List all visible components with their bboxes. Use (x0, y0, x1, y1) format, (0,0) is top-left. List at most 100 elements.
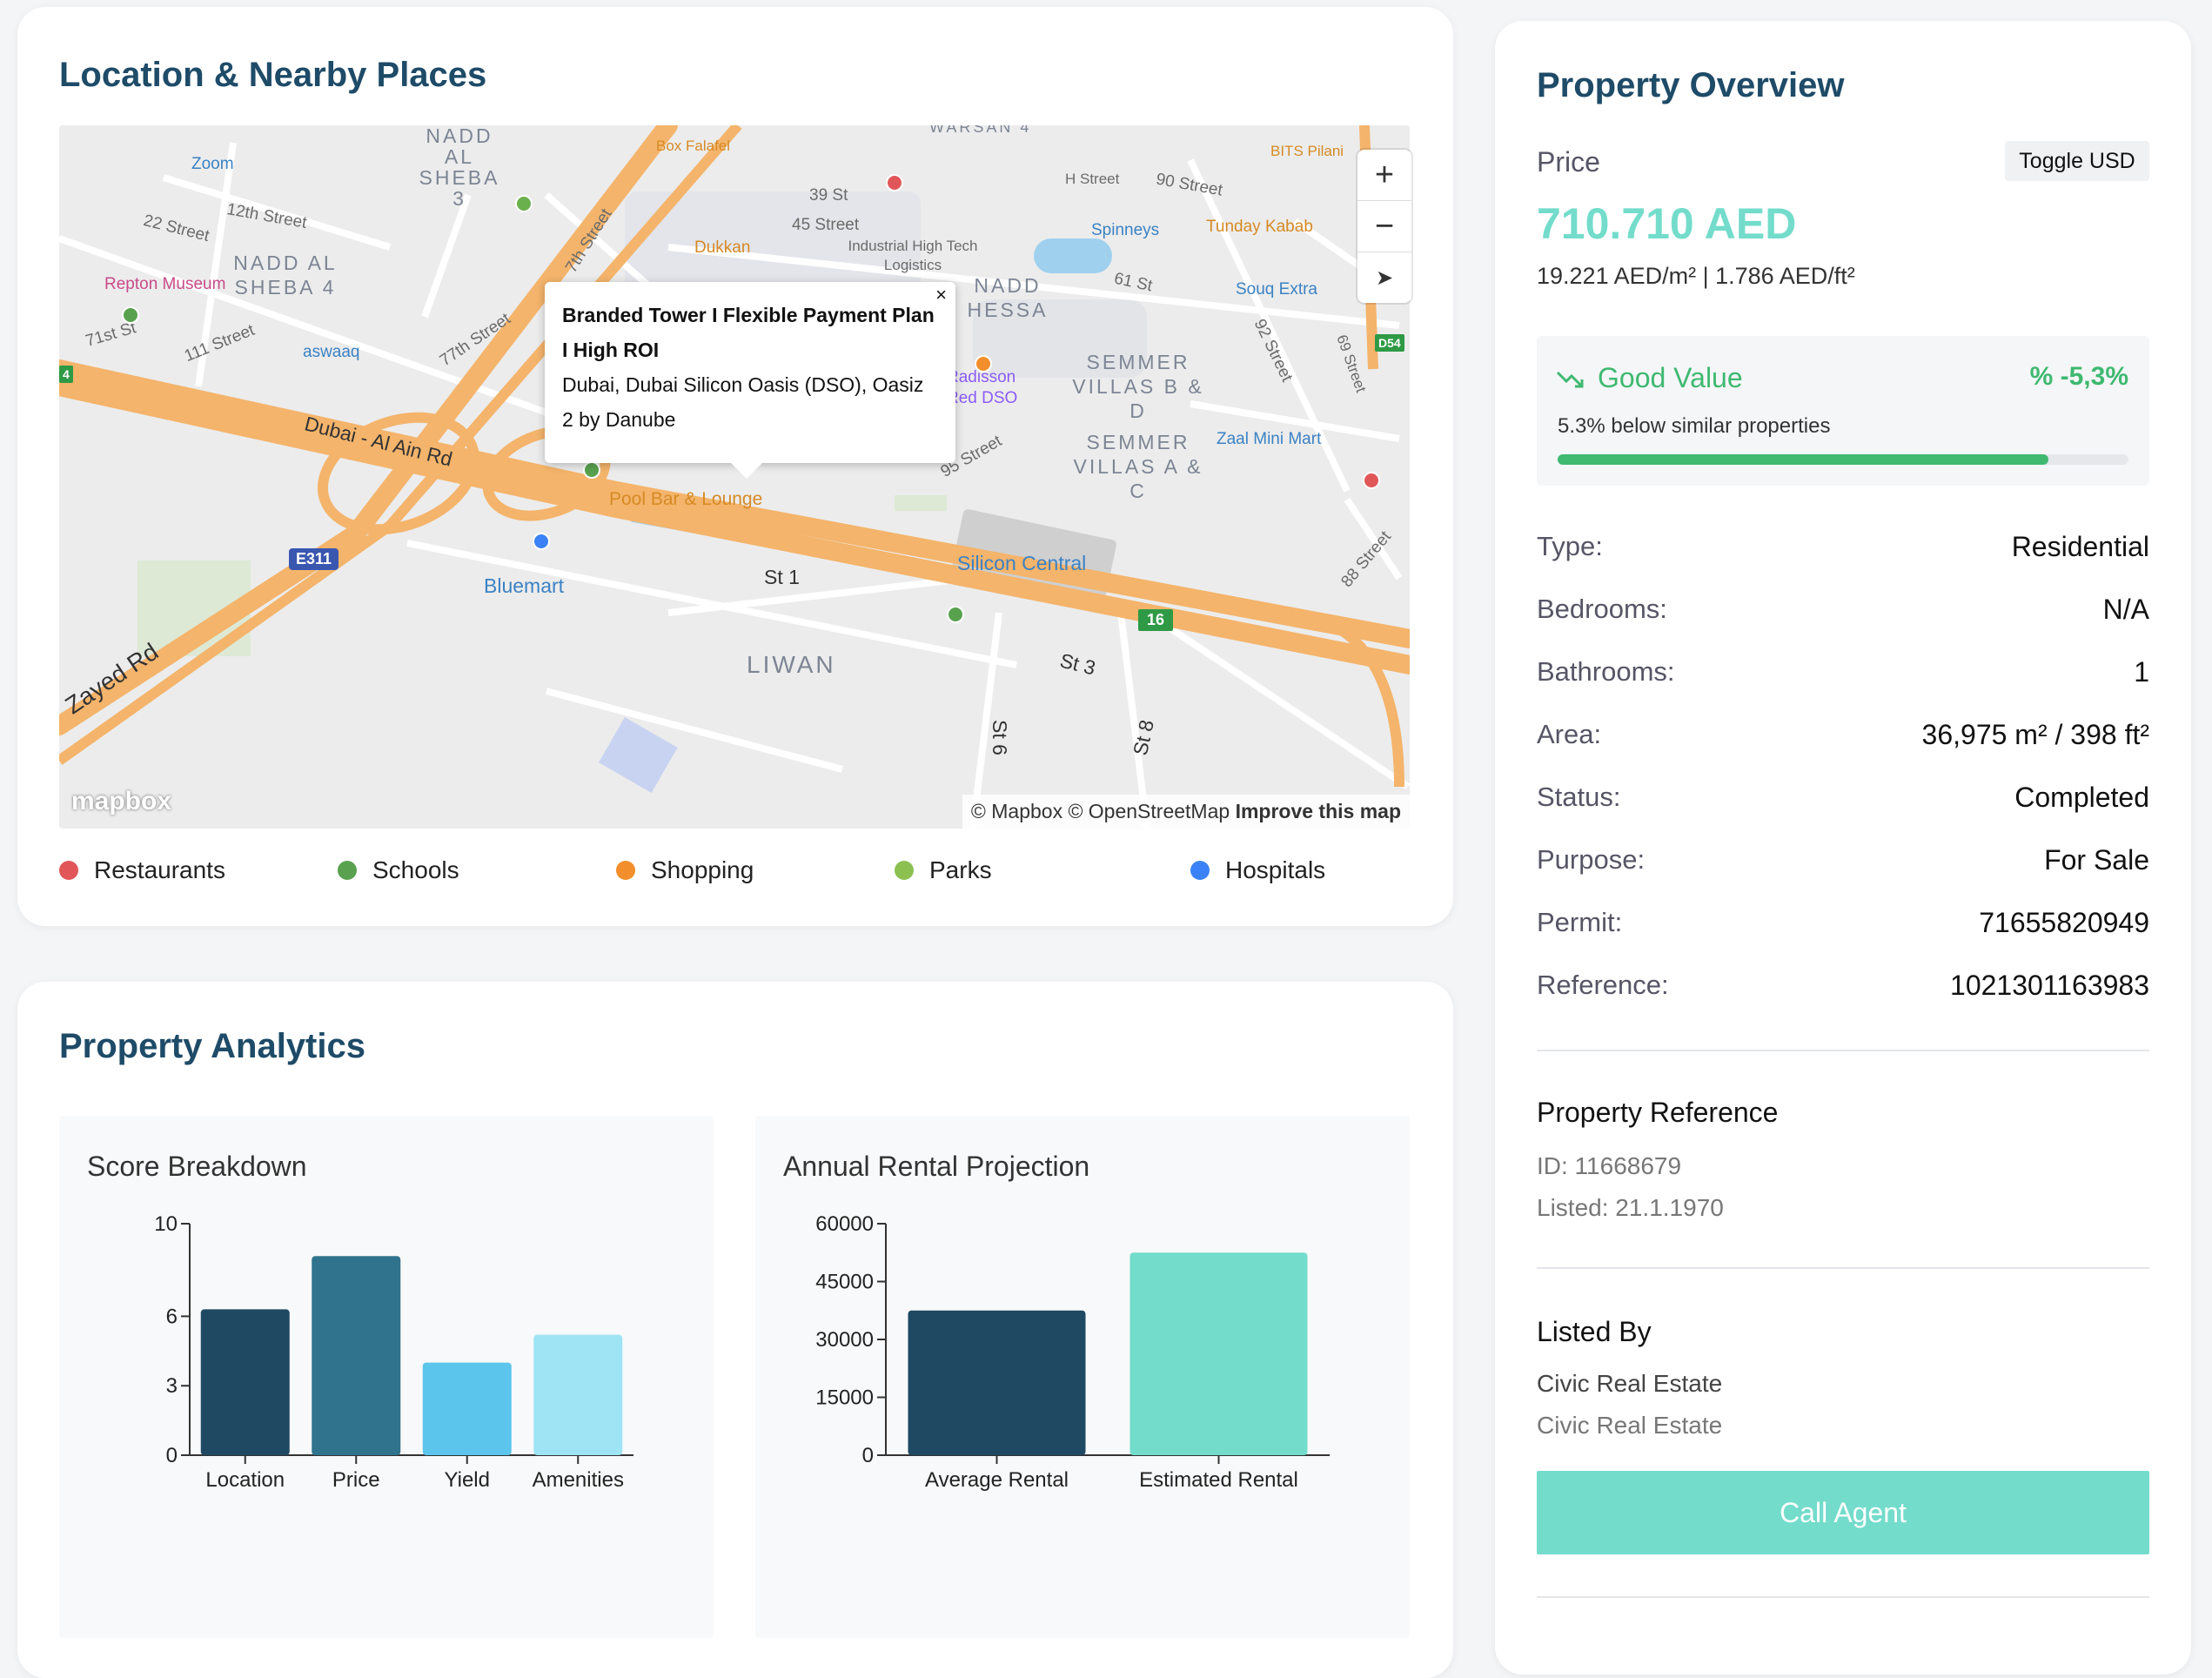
legend-restaurants[interactable]: Restaurants (59, 856, 225, 884)
rental-projection-title: Annual Rental Projection (783, 1151, 1090, 1182)
x-tick-label: Amenities (533, 1468, 624, 1492)
label-semmer-bd: SEMMER VILLAS B & D (1072, 351, 1204, 422)
legend-label: Hospitals (1225, 856, 1326, 883)
marker-shopping[interactable] (975, 355, 992, 373)
listed-by-title: Listed By (1537, 1316, 1652, 1347)
label-semmer-ac: SEMMER VILLAS A & C (1073, 431, 1203, 502)
marker-restaurant[interactable] (886, 174, 903, 191)
label-liwan: LIWAN (747, 651, 836, 678)
analytics-title: Property Analytics (59, 1027, 365, 1065)
good-value-box: Good Value % -5,3% 5.3% below similar pr… (1537, 336, 2149, 486)
y-tick-label: 60000 (815, 1212, 874, 1236)
map-controls: + − ➤ (1357, 150, 1411, 303)
marker-school[interactable] (122, 306, 139, 324)
bar-location[interactable] (200, 1309, 290, 1455)
popup-close-icon[interactable]: × (935, 284, 947, 305)
detail-value: 1 (2134, 656, 2149, 688)
legend-label: Schools (372, 856, 459, 883)
map-legend: Restaurants Schools Shopping Parks Hospi… (59, 856, 1410, 891)
x-tick-label: Average Rental (925, 1468, 1069, 1492)
good-value-progress-track (1558, 454, 2128, 465)
zoom-in-button[interactable]: + (1357, 150, 1411, 201)
bar-yield[interactable] (422, 1362, 512, 1455)
detail-label: Status: (1537, 782, 1621, 812)
y-tick-label: 0 (166, 1444, 178, 1467)
overview-title: Property Overview (1537, 66, 1845, 104)
detail-value: 71655820949 (1979, 907, 2149, 938)
label-st6: St 6 (988, 720, 1011, 755)
label-nadd-hessa: NADD HESSA (967, 274, 1049, 321)
label-repton: Repton Museum (104, 275, 226, 293)
legend-hospitals[interactable]: Hospitals (1190, 856, 1325, 884)
y-tick-label: 15000 (815, 1386, 874, 1410)
detail-label: Reference: (1537, 970, 1669, 1000)
legend-label: Shopping (651, 856, 754, 883)
popup-address: Dubai, Dubai Silicon Oasis (DSO), Oasiz … (562, 373, 924, 431)
reference-listed: Listed: 21.1.1970 (1537, 1194, 1724, 1221)
score-breakdown-title: Score Breakdown (87, 1151, 307, 1182)
marker-school[interactable] (583, 461, 600, 479)
label-pool-bar: Pool Bar & Lounge (609, 489, 763, 509)
y-tick-label: 3 (166, 1374, 178, 1398)
shield-4: 4 (59, 366, 73, 383)
label-radisson: Radisson Red DSO (947, 368, 1018, 407)
popup-title: Branded Tower I Flexible Payment Plan I … (562, 304, 935, 361)
trend-down-icon (1556, 371, 1584, 388)
label-tunday: Tunday Kabab (1206, 218, 1313, 236)
detail-label: Bedrooms: (1537, 594, 1667, 624)
marker-park[interactable] (947, 606, 964, 623)
y-tick-label: 45000 (815, 1271, 874, 1294)
improve-map-link[interactable]: Improve this map (1235, 800, 1401, 822)
label-aswaaq: aswaaq (303, 343, 360, 361)
legend-dot (895, 861, 914, 880)
divider (1537, 1050, 2149, 1051)
label-souq: Souq Extra (1236, 280, 1317, 299)
legend-dot (59, 861, 78, 880)
detail-value: Residential (2011, 531, 2149, 562)
bar-price[interactable] (312, 1256, 401, 1455)
attribution-text[interactable]: © Mapbox © OpenStreetMap (970, 800, 1230, 822)
rental-projection-panel: Annual Rental Projection 0 15000 30000 4500… (755, 1116, 1410, 1638)
bar-amenities[interactable] (533, 1334, 623, 1455)
bar-estimated-rental[interactable] (1129, 1252, 1308, 1455)
legend-label: Restaurants (94, 856, 225, 883)
marker-school[interactable] (515, 195, 533, 212)
label-silicon-central: Silicon Central (957, 552, 1087, 574)
label-45: 45 Street (792, 216, 860, 234)
x-tick-label: Estimated Rental (1139, 1468, 1298, 1492)
shield-e311: E311 (289, 548, 339, 570)
good-value-label: Good Value (1598, 362, 1743, 393)
legend-label: Parks (929, 856, 992, 883)
legend-parks[interactable]: Parks (895, 856, 992, 884)
legend-shopping[interactable]: Shopping (616, 856, 754, 884)
score-breakdown-panel: Score Breakdown 0 3 6 10 Location Price Yield A… (59, 1116, 714, 1638)
reference-id: ID: 11668679 (1537, 1152, 1682, 1179)
marker-restaurant[interactable] (1363, 472, 1380, 489)
map-attribution: © Mapbox © OpenStreetMap Improve this ma… (962, 795, 1410, 829)
detail-label: Purpose: (1537, 844, 1646, 875)
label-industrial: Industrial High Tech Logistics (848, 238, 978, 273)
price-value: 710.710 AED (1537, 199, 1797, 248)
compass-icon[interactable]: ➤ (1375, 265, 1394, 290)
zoom-out-button[interactable]: − (1357, 201, 1411, 252)
label-warsan: WARSAN 4 (929, 125, 1032, 136)
call-agent-button[interactable]: Call Agent (1537, 1471, 2149, 1554)
label-zaal: Zaal Mini Mart (1217, 430, 1322, 448)
toggle-usd-button[interactable]: Toggle USD (2005, 141, 2149, 181)
y-tick-label: 0 (862, 1444, 874, 1467)
legend-schools[interactable]: Schools (338, 856, 459, 884)
marker-hospital[interactable] (533, 533, 550, 550)
label-bits: BITS Pilani (1270, 143, 1344, 159)
label-box-falafel: Box Falafel (656, 138, 731, 154)
rental-projection-chart: 0 15000 30000 45000 60000 Average Rental Estim… (815, 1212, 1330, 1492)
shield-d54: D54 (1375, 334, 1404, 352)
price-per-unit: 19.221 AED/m² | 1.786 AED/ft² (1537, 263, 1855, 289)
divider (1537, 1596, 2149, 1598)
shield-16: 16 (1138, 609, 1174, 631)
location-card: Location & Nearby Places (17, 7, 1453, 926)
y-tick-label: 10 (154, 1212, 178, 1236)
legend-dot (1190, 861, 1210, 880)
label-nadd-al-sheba-4: NADD AL SHEBA 4 (233, 252, 338, 299)
bar-average-rental[interactable] (908, 1310, 1086, 1455)
detail-label: Type: (1537, 531, 1603, 561)
